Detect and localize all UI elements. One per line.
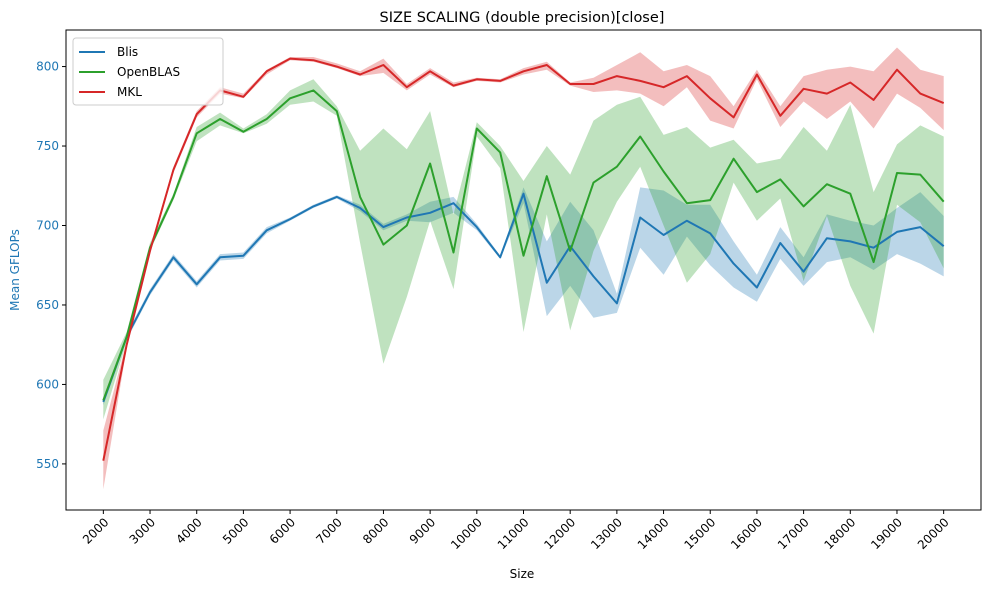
legend-label-mkl: MKL: [117, 85, 142, 99]
x-tick-label: 10000: [448, 515, 485, 552]
x-tick-label: 7000: [313, 515, 344, 546]
line-mkl: [102, 57, 945, 461]
y-tick-label: 650: [36, 298, 59, 312]
y-tick-label: 800: [36, 60, 59, 74]
x-tick-label: 18000: [822, 515, 859, 552]
x-axis: 2000 3000 4000 5000 6000 7000 8000 9000 10000 110…: [80, 510, 952, 552]
x-tick-label: 9000: [407, 515, 438, 546]
x-tick-label: 4000: [173, 515, 204, 546]
x-axis-label: Size: [510, 567, 535, 581]
series-lines: [102, 57, 945, 461]
x-tick-label: 19000: [868, 515, 905, 552]
x-tick-label: 11000: [495, 515, 532, 552]
y-axis: 550 600 650 700 750 800: [36, 60, 66, 471]
x-tick-label: 20000: [915, 515, 952, 552]
x-tick-label: 12000: [541, 515, 578, 552]
line-blis: [102, 192, 945, 403]
x-tick-label: 5000: [220, 515, 251, 546]
confidence-bands: [103, 47, 944, 490]
y-tick-label: 550: [36, 457, 59, 471]
x-tick-label: 8000: [360, 515, 391, 546]
y-tick-label: 700: [36, 218, 59, 232]
x-tick-label: 2000: [80, 515, 111, 546]
x-tick-label: 16000: [728, 515, 765, 552]
legend-label-openblas: OpenBLAS: [117, 65, 180, 79]
y-tick-label: 600: [36, 377, 59, 391]
y-tick-label: 750: [36, 139, 59, 153]
x-tick-label: 6000: [267, 515, 298, 546]
x-tick-label: 13000: [588, 515, 625, 552]
x-tick-label: 3000: [127, 515, 158, 546]
x-tick-label: 14000: [635, 515, 672, 552]
line-openblas: [102, 89, 945, 401]
x-tick-label: 17000: [775, 515, 812, 552]
band-openblas: [103, 79, 944, 420]
band-blis: [103, 187, 944, 406]
legend-label-blis: Blis: [117, 45, 138, 59]
x-tick-label: 15000: [681, 515, 718, 552]
legend: Blis OpenBLAS MKL: [72, 37, 224, 106]
chart-title: SIZE SCALING (double precision)[close]: [380, 10, 665, 26]
y-axis-label: Mean GFLOPs: [8, 229, 22, 311]
band-mkl: [103, 47, 944, 490]
legend-box: [72, 37, 224, 106]
